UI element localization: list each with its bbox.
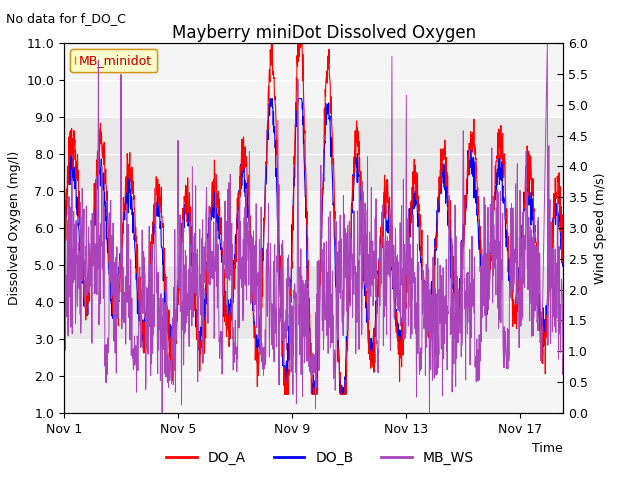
Text: No data for f_DO_C: No data for f_DO_C — [6, 12, 126, 25]
Title: Mayberry miniDot Dissolved Oxygen: Mayberry miniDot Dissolved Oxygen — [172, 24, 476, 42]
Y-axis label: Dissolved Oxygen (mg/l): Dissolved Oxygen (mg/l) — [8, 151, 21, 305]
Text: Time: Time — [532, 443, 563, 456]
Legend: DO_A, DO_B, MB_WS: DO_A, DO_B, MB_WS — [161, 445, 479, 471]
Bar — [64, 191, 563, 265]
Y-axis label: Wind Speed (m/s): Wind Speed (m/s) — [594, 172, 607, 284]
Bar — [64, 43, 563, 117]
Bar — [64, 339, 563, 413]
Legend: MB_minidot: MB_minidot — [70, 49, 157, 72]
